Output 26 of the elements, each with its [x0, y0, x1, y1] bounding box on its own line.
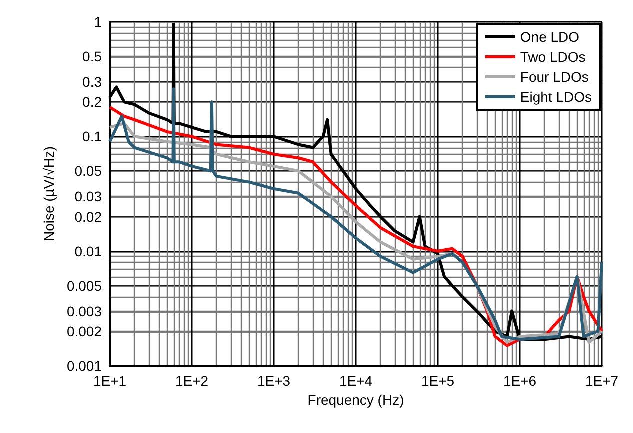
y-axis-title: Noise (µV/√Hz) — [41, 146, 58, 242]
y-tick-label: 1 — [94, 14, 102, 30]
y-tick-label: 0.02 — [74, 208, 102, 225]
y-tick-label: 0.005 — [66, 278, 102, 294]
x-axis-title: Frequency (Hz) — [308, 392, 404, 408]
y-tick-label: 0.001 — [66, 358, 102, 374]
y-tick-label: 0.1 — [82, 128, 102, 145]
y-tick-label: 0.3 — [82, 74, 102, 90]
y-tick-label: 0.01 — [74, 243, 102, 260]
x-tick-label: 1E+2 — [175, 373, 209, 389]
x-tick-label: 1E+7 — [585, 373, 619, 389]
x-tick-label: 1E+1 — [93, 373, 127, 389]
legend-label: Two LDOs — [520, 49, 586, 65]
y-tick-label: 0.03 — [74, 188, 102, 205]
x-tick-label: 1E+6 — [503, 373, 537, 389]
y-tick-label: 0.2 — [82, 94, 102, 110]
y-tick-label: 0.05 — [74, 163, 102, 180]
x-tick-label: 1E+3 — [257, 373, 291, 389]
legend-label: One LDO — [520, 29, 580, 45]
legend-label: Eight LDOs — [520, 89, 592, 105]
y-tick-label: 0.003 — [66, 303, 102, 320]
x-tick-label: 1E+5 — [421, 373, 455, 389]
y-tick-label: 0.002 — [66, 323, 102, 340]
y-tick-label: 0.5 — [82, 48, 102, 65]
legend-label: Four LDOs — [520, 69, 589, 85]
x-tick-label: 1E+4 — [339, 373, 373, 389]
